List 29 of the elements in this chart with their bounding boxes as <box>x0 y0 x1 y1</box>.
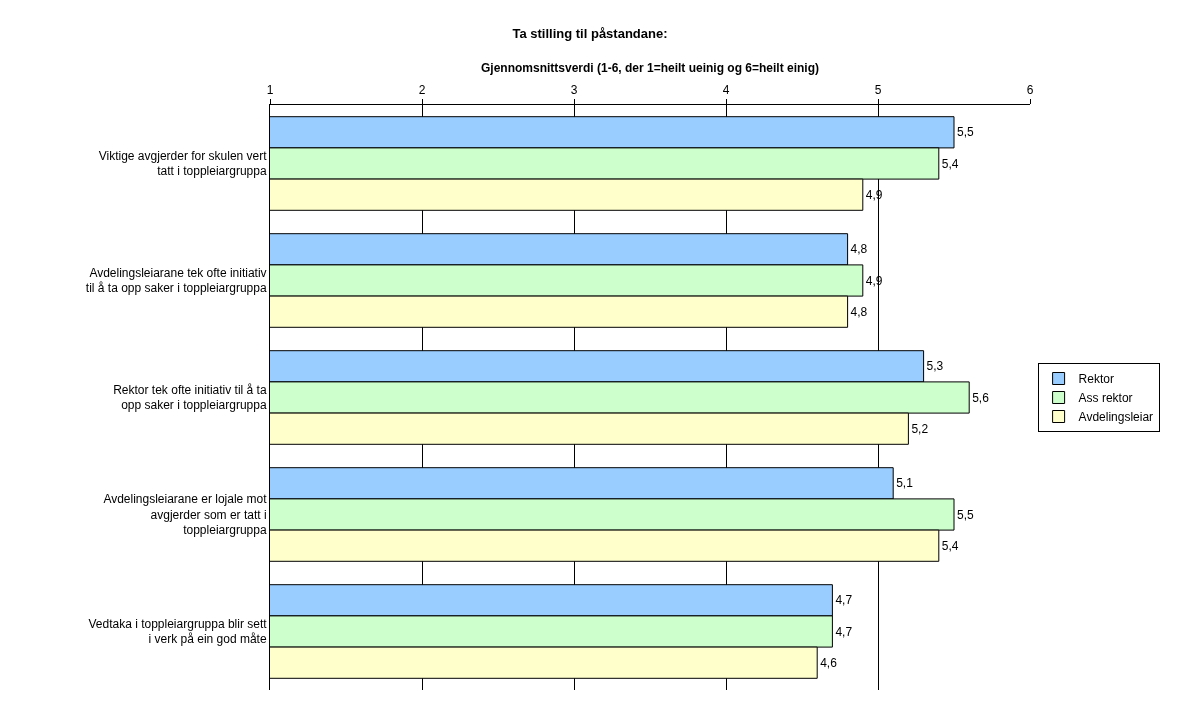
data-label: 4,7 <box>835 624 853 639</box>
y-tick-label: Avdelingsleiarane er lojale mot avgjerder som er tatt i toppleiargruppa <box>103 492 268 538</box>
y-tick-label: Vedtaka i toppleiargruppa blir sett i verk på ein god måte <box>88 616 268 647</box>
chart-title: Ta stilling til påstandane: <box>512 25 668 41</box>
data-label: 5,4 <box>941 538 959 553</box>
y-tick-label: Avdelingsleiarane tek ofte initiativ til å ta opp saker i toppleiargruppa <box>85 265 267 296</box>
legend-label: Avdelingsleiar <box>1078 410 1154 425</box>
legend-label: Rektor <box>1078 372 1114 387</box>
data-label: 5,5 <box>957 125 975 140</box>
y-tick-label: Viktige avgjerder for skulen vert tatt i toppleiargruppa <box>98 148 268 179</box>
data-label: 5,2 <box>911 421 929 436</box>
data-label: 5,5 <box>957 507 975 522</box>
data-label: 4,7 <box>835 593 853 608</box>
data-label: 5,4 <box>941 156 959 171</box>
x-tick-label: 1 <box>266 83 274 98</box>
x-tick-label: 2 <box>418 83 426 98</box>
data-label: 5,6 <box>972 390 990 405</box>
legend-label: Ass rektor <box>1078 391 1133 406</box>
data-label: 4,6 <box>820 655 838 670</box>
data-label: 5,1 <box>896 476 914 491</box>
data-label: 4,8 <box>850 242 868 257</box>
x-tick-label: 3 <box>570 83 578 98</box>
x-tick-label: 5 <box>874 83 882 98</box>
y-tick-label: Rektor tek ofte initiativ til å ta opp saker i toppleiargruppa <box>113 382 267 413</box>
data-label: 5,3 <box>926 359 944 374</box>
x-axis-title: Gjennomsnittsverdi (1-6, der 1=heilt ueinig og 6=heilt einig) <box>480 60 820 75</box>
data-label: 4,8 <box>850 304 868 319</box>
x-tick-label: 6 <box>1026 83 1034 98</box>
x-tick-label: 4 <box>722 83 730 98</box>
